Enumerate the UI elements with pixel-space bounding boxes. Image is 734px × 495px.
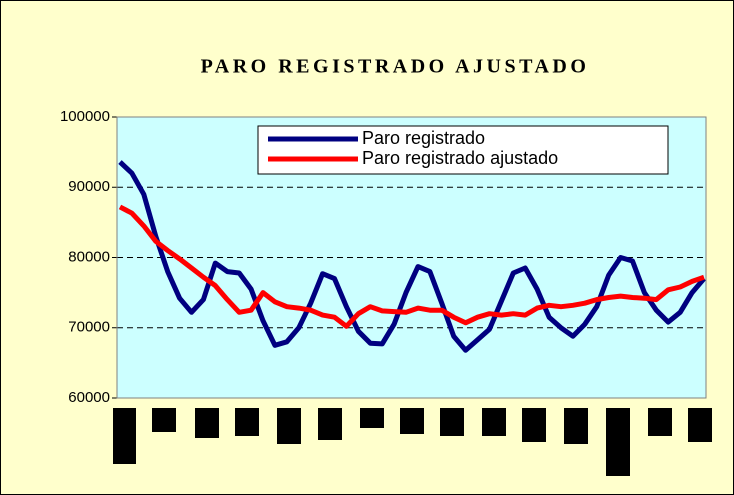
redacted-label [440,408,464,436]
y-tick-label: 60000 [68,389,110,406]
chart-title: PARO REGISTRADO AJUSTADO [201,56,590,78]
redacted-label [360,408,384,428]
y-tick-label: 90000 [68,178,110,195]
redacted-label [482,408,506,436]
redacted-label [606,408,630,476]
redacted-label [648,408,672,436]
plot-area [116,116,707,399]
redacted-label [564,408,588,444]
series-line [118,160,706,353]
redacted-label [318,408,342,440]
legend-label: Paro registrado ajustado [362,148,558,168]
redacted-label [522,408,546,442]
redacted-label [235,408,259,436]
redacted-label [113,408,136,464]
redacted-label [195,408,219,438]
redacted-label [400,408,424,434]
series-line [118,204,705,329]
redacted-label [277,408,301,444]
legend-box [257,125,669,175]
redacted-labels [113,408,712,476]
y-tick-label: 80000 [68,248,110,265]
legend-label: Paro registrado [362,128,485,148]
y-tick-label: 100000 [60,108,110,125]
redacted-label [688,408,712,442]
redacted-label [152,408,176,432]
y-tick-label: 70000 [68,319,110,336]
